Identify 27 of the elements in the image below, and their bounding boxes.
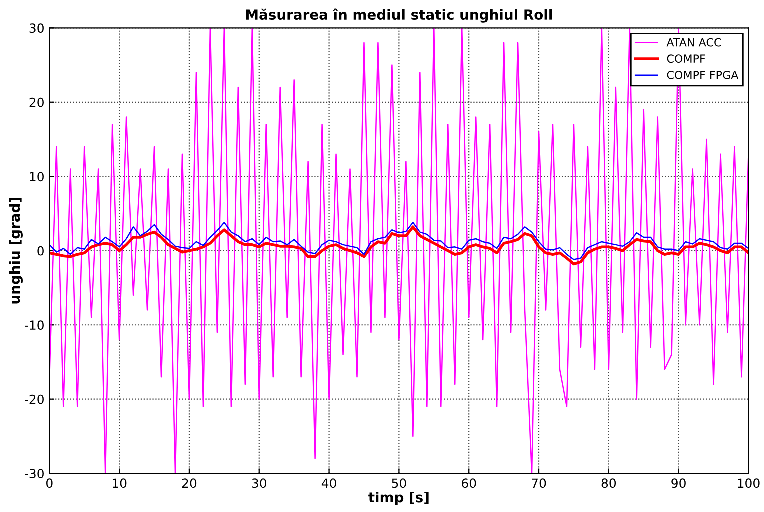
x-tick-label: 10 xyxy=(112,478,127,488)
y-tick-label: -30 xyxy=(24,469,44,479)
x-tick-label: 30 xyxy=(252,478,266,488)
x-tick-label: 80 xyxy=(602,478,616,488)
x-tick-label: 0 xyxy=(46,478,53,488)
x-tick-label: 90 xyxy=(672,478,686,488)
y-tick-label: 0 xyxy=(38,246,44,256)
line-series xyxy=(50,226,749,266)
x-tick-label: 20 xyxy=(182,478,197,488)
x-tick-label: 40 xyxy=(322,478,336,488)
y-tick-label: -10 xyxy=(24,320,44,330)
y-tick-label: 30 xyxy=(30,24,44,34)
legend-label: COMPF FPGA xyxy=(667,70,739,80)
x-tick-label: 100 xyxy=(738,478,760,488)
y-tick-label: 10 xyxy=(30,172,44,182)
x-tick-label: 70 xyxy=(532,478,546,488)
y-tick-label: 20 xyxy=(30,98,44,108)
x-axis-title: timp [s] xyxy=(368,492,429,506)
line-series xyxy=(50,222,749,260)
legend-label: ATAN ACC xyxy=(666,38,722,47)
line-series xyxy=(50,28,749,474)
chart-title: Măsurarea în mediul static unghiul Roll xyxy=(246,8,552,23)
legend-label: COMPF xyxy=(667,54,706,64)
y-axis-title: unghiu [grad] xyxy=(9,198,23,304)
x-tick-label: 50 xyxy=(392,478,406,488)
y-tick-label: -20 xyxy=(24,394,44,404)
x-tick-label: 60 xyxy=(462,478,476,488)
